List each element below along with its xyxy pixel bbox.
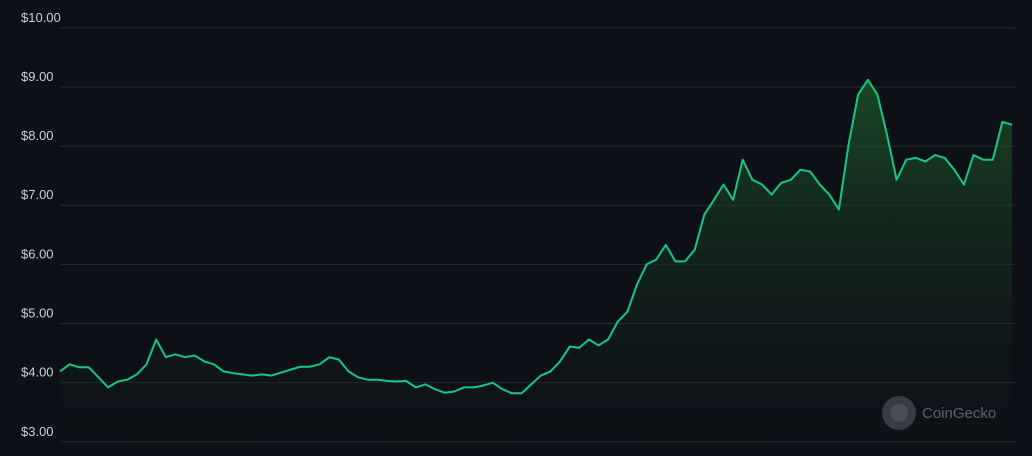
- price-line: [59, 78, 1013, 395]
- y-tick-label: $6.00: [21, 246, 54, 261]
- watermark-logo-inner: [890, 404, 908, 422]
- watermark-text: CoinGecko: [922, 405, 996, 422]
- y-tick-label: $4.00: [21, 365, 54, 380]
- y-tick-label: $7.00: [21, 187, 54, 202]
- y-tick-label: $10.00: [21, 10, 61, 25]
- watermark: CoinGecko: [882, 396, 996, 430]
- y-tick-label: $9.00: [21, 69, 54, 84]
- y-tick-label: $3.00: [21, 424, 54, 439]
- area-fill: [60, 79, 1012, 456]
- y-tick-label: $5.00: [21, 306, 54, 321]
- y-tick-label: $8.00: [21, 128, 54, 143]
